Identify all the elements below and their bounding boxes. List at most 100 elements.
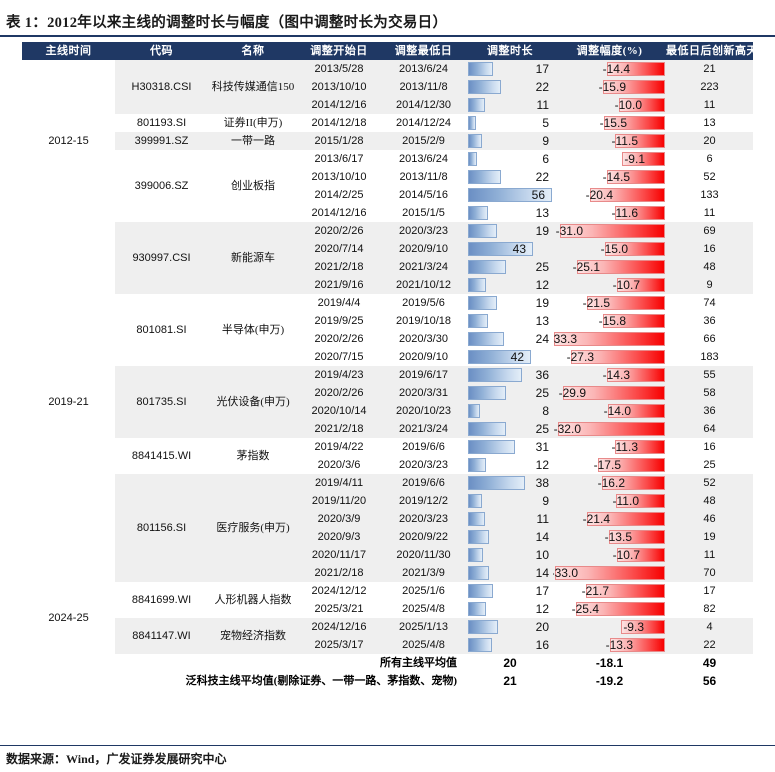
low-date-cell: 2020/9/10: [380, 348, 467, 366]
duration-value: 14: [535, 530, 549, 544]
amplitude-bar-cell: -10.0: [553, 96, 666, 114]
duration-value: 12: [535, 458, 549, 472]
code-cell: 801156.SI: [115, 474, 208, 582]
table-row: 801193.SI 证券II(申万) 2014/12/18 2014/12/24 5 -1…: [22, 114, 753, 132]
duration-bar: [468, 314, 488, 328]
summary-label: 所有主线平均值: [22, 654, 467, 672]
amplitude-value: -33.3: [553, 332, 577, 346]
duration-bar-cell: 13: [467, 204, 553, 222]
table-row: 2021/9/16 2021/10/12 12 -10.7 9: [22, 276, 753, 294]
amplitude-value: -33.0: [553, 566, 578, 580]
code-cell: 930997.CSI: [115, 222, 208, 294]
table-row: 8841147.WI 宠物经济指数 2024/12/16 2025/1/13 20 -9.…: [22, 618, 753, 654]
duration-value: 9: [542, 494, 549, 508]
duration-bar: [468, 332, 504, 346]
name-cell: 半导体(申万): [208, 294, 298, 366]
amplitude-bar: [563, 386, 665, 400]
page-title: 表 1：2012年以来主线的调整时长与幅度（图中调整时长为交易日）: [6, 14, 448, 31]
duration-bar-cell: 36: [467, 366, 553, 384]
amplitude-bar: [616, 494, 665, 508]
amplitude-bar: [587, 512, 665, 526]
duration-value: 12: [535, 602, 549, 616]
start-date-cell: 2019/4/22: [298, 438, 380, 456]
days-after-cell: 11: [666, 204, 753, 222]
duration-bar: [468, 368, 522, 382]
duration-value: 38: [535, 476, 549, 490]
amplitude-bar-cell: -11.3: [553, 438, 666, 456]
table-row: 2020/3/6 2020/3/23 12 -17.5 25: [22, 456, 753, 474]
duration-value: 22: [535, 80, 549, 94]
amplitude-bar-cell: -11.5: [553, 132, 666, 150]
amplitude-bar-cell: -10.7: [553, 276, 666, 294]
start-date-cell: 2021/9/16: [298, 276, 380, 294]
duration-bar-cell: 5: [467, 114, 553, 132]
duration-bar: [468, 476, 525, 490]
amplitude-bar-cell: -25.1: [553, 258, 666, 276]
amplitude-bar: [603, 314, 665, 328]
name-cell: 一带一路: [208, 132, 298, 150]
start-date-cell: 2013/10/10: [298, 78, 380, 96]
start-date-cell: 2020/3/9: [298, 510, 380, 528]
low-date-cell: 2015/2/9: [380, 132, 467, 150]
table-row: 399991.SZ 一带一路 2015/1/28 2015/2/9 9 -11.5 20: [22, 132, 753, 150]
amplitude-bar: [607, 62, 665, 76]
col-header-low: 调整最低日: [380, 42, 467, 60]
low-date-cell: 2025/4/8: [380, 636, 467, 654]
low-date-cell: 2013/11/8: [380, 168, 467, 186]
duration-bar: [468, 224, 497, 238]
header-row: 主线时间 代码 名称 调整开始日 调整最低日 调整时长 调整幅度(%) 最低日后…: [22, 42, 753, 60]
duration-value: 5: [542, 116, 549, 130]
amplitude-bar-cell: -9.3: [553, 618, 666, 636]
amplitude-bar-cell: -15.5: [553, 114, 666, 132]
days-after-cell: 74: [666, 294, 753, 312]
amplitude-value: -11.3: [611, 440, 638, 454]
amplitude-value: -17.5: [593, 458, 621, 472]
amplitude-bar-cell: -25.4: [553, 600, 666, 618]
duration-bar-cell: 20: [467, 618, 553, 636]
amplitude-bar: [619, 98, 665, 112]
amplitude-bar: [598, 458, 665, 472]
duration-value: 42: [510, 350, 524, 364]
table-header: 主线时间 代码 名称 调整开始日 调整最低日 调整时长 调整幅度(%) 最低日后…: [22, 42, 753, 60]
low-date-cell: 2014/12/30: [380, 96, 467, 114]
start-date-cell: 2020/2/26: [298, 222, 380, 240]
days-after-cell: 36: [666, 312, 753, 330]
low-date-cell: 2019/6/6: [380, 438, 467, 456]
low-date-cell: 2025/1/13: [380, 618, 467, 636]
low-date-cell: 2013/11/8: [380, 78, 467, 96]
days-after-cell: 64: [666, 420, 753, 438]
amplitude-bar-cell: -20.4: [553, 186, 666, 204]
low-date-cell: 2021/3/9: [380, 564, 467, 582]
amplitude-value: -10.0: [614, 98, 642, 112]
amplitude-value: -11.5: [611, 134, 638, 148]
duration-bar: [468, 638, 492, 652]
start-date-cell: 2019/11/20: [298, 492, 380, 510]
amplitude-bar: [609, 530, 665, 544]
table-row: 801156.SI 医疗服务(申万) 2019/4/11 2019/6/6 38 -16.…: [22, 474, 753, 582]
duration-value: 24: [535, 332, 549, 346]
table-row: 2012-15 H30318.CSI 科技传媒通信150 2013/5/28 2013/…: [22, 60, 753, 222]
duration-value: 17: [535, 584, 549, 598]
days-after-cell: 13: [666, 114, 753, 132]
duration-value: 43: [512, 242, 526, 256]
table-row: 2020/11/17 2020/11/30 10 -10.7 11: [22, 546, 753, 564]
start-date-cell: 2020/7/14: [298, 240, 380, 258]
duration-bar-cell: 6: [467, 150, 553, 168]
data-table-wrapper: 主线时间 代码 名称 调整开始日 调整最低日 调整时长 调整幅度(%) 最低日后…: [22, 42, 753, 690]
duration-bar: [468, 134, 482, 148]
duration-value: 13: [535, 314, 549, 328]
duration-bar: [468, 278, 486, 292]
low-date-cell: 2020/3/23: [380, 510, 467, 528]
amplitude-value: -10.7: [612, 278, 640, 292]
low-date-cell: 2025/4/8: [380, 600, 467, 618]
duration-bar-cell: 42: [467, 348, 553, 366]
duration-bar-cell: 19: [467, 222, 553, 240]
days-after-cell: 58: [666, 384, 753, 402]
duration-value: 19: [535, 224, 549, 238]
summary-label: 泛科技主线平均值(剔除证券、一带一路、茅指数、宠物): [22, 672, 467, 690]
duration-bar-cell: 43: [467, 240, 553, 258]
amplitude-bar: [605, 242, 665, 256]
duration-bar: [468, 296, 497, 310]
duration-bar: [468, 152, 477, 166]
amplitude-bar-cell: -14.0: [553, 402, 666, 420]
